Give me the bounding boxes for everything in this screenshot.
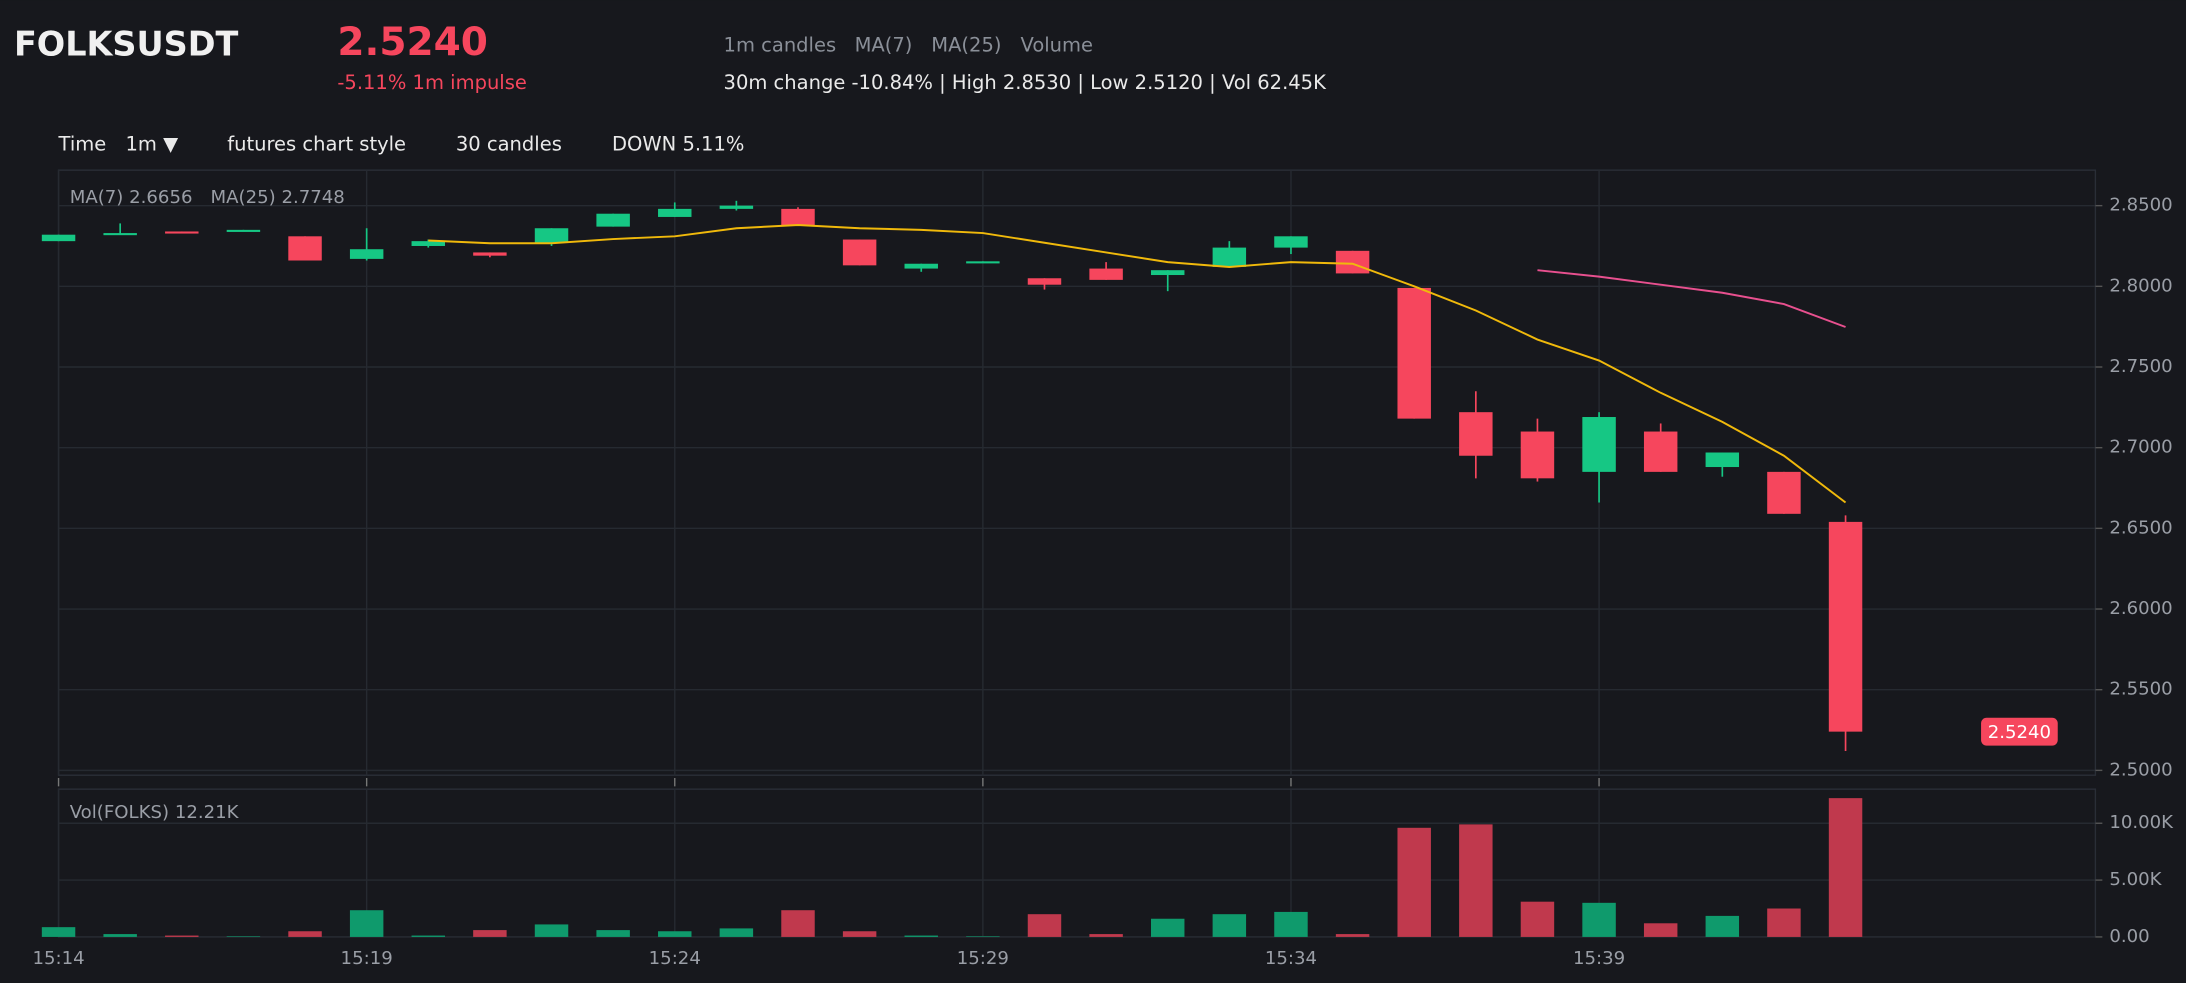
candle-body (1643, 431, 1678, 472)
x-tick-label: 15:24 (649, 948, 701, 969)
y-tick-label: 2.6500 (2109, 517, 2172, 538)
volume-bar (1643, 923, 1678, 937)
volume-bar (781, 910, 815, 937)
legend-item[interactable]: MA(7) (855, 34, 913, 57)
candle-body (1274, 236, 1308, 248)
candle-body (904, 263, 938, 269)
volume-bar (904, 935, 938, 937)
candle-body (781, 208, 815, 226)
y-tick-label: 2.5000 (2109, 759, 2172, 780)
volume-bar (534, 924, 569, 937)
ma7-readout: MA(7) 2.6656 (70, 187, 193, 208)
count-button[interactable]: 30 candles (456, 133, 562, 156)
candle-body (103, 233, 137, 236)
candle-body (1335, 250, 1370, 274)
volume-bar (288, 931, 322, 937)
candle-body (1828, 521, 1863, 732)
y-tick-label: 2.5500 (2109, 679, 2172, 700)
candle-body (226, 229, 261, 232)
toolbar-label: Time (58, 133, 107, 156)
volume-bar (349, 910, 384, 937)
candle-body (658, 208, 692, 217)
volume-bar (1767, 908, 1801, 937)
volume-bar (226, 936, 261, 937)
volume-bar (41, 927, 76, 937)
volume-bar (1089, 934, 1123, 937)
y-tick-label: 10.00K (2109, 812, 2174, 833)
candle-body (41, 234, 76, 242)
candle-body (1459, 412, 1493, 456)
price: 2.5240 (337, 20, 488, 65)
volume-bar (1459, 824, 1493, 937)
volume-bar (1828, 798, 1863, 937)
volume-bar (1150, 918, 1185, 937)
volume-bar (719, 928, 754, 937)
y-tick-label: 2.8500 (2109, 195, 2172, 216)
y-tick-label: 2.7000 (2109, 437, 2172, 458)
volume-bar (165, 935, 199, 937)
candle-body (349, 249, 384, 259)
legend-item[interactable]: Volume (1021, 34, 1094, 57)
candle-body (1212, 247, 1247, 267)
stats: 30m change -10.84% | High 2.8530 | Low 2… (724, 71, 1328, 94)
volume-bar (473, 930, 507, 937)
price-tag: 2.5240 (1988, 722, 2051, 743)
price-tag-bg (1981, 717, 2058, 746)
candle-body (1582, 417, 1616, 472)
candle-body (1027, 278, 1062, 285)
volume-bar (1705, 915, 1740, 937)
candle-body (473, 252, 507, 256)
candle-body (1397, 287, 1431, 419)
ma-line (1537, 269, 1846, 328)
interval-select[interactable]: 1m ▼ (125, 133, 178, 156)
volume-bar (966, 936, 1000, 937)
direction: DOWN 5.11% (612, 133, 744, 156)
candle-body (165, 231, 199, 234)
candle-body (288, 236, 322, 261)
y-tick-label: 2.8000 (2109, 275, 2172, 296)
volume-bar (411, 935, 446, 937)
candle-body (1705, 452, 1740, 468)
legend-item[interactable]: 1m candles (724, 34, 837, 57)
volume-bar (658, 931, 692, 937)
x-tick-label: 15:34 (1265, 948, 1317, 969)
candle-body (411, 241, 446, 246)
ma25-readout: MA(25) 2.7748 (211, 187, 345, 208)
volume-bar (103, 934, 137, 937)
candle-body (1767, 471, 1801, 514)
candle-body (719, 205, 754, 209)
candle-body (596, 213, 630, 227)
y-tick-label: 2.7500 (2109, 356, 2172, 377)
volume-bar (842, 931, 877, 937)
volume-bar (1397, 827, 1431, 937)
x-tick-label: 15:14 (32, 948, 84, 969)
style-button[interactable]: futures chart style (227, 133, 406, 156)
x-tick-label: 15:29 (957, 948, 1009, 969)
x-tick-label: 15:19 (341, 948, 393, 969)
candle-body (1089, 268, 1123, 280)
candle-body (1520, 431, 1555, 479)
volume-bar (596, 930, 630, 937)
x-tick-label: 15:39 (1573, 948, 1625, 969)
volume-bar (1582, 902, 1616, 937)
candle-body (842, 239, 877, 266)
legend-item[interactable]: MA(25) (931, 34, 1001, 57)
y-tick-label: 0.00 (2109, 926, 2149, 947)
candle-body (966, 261, 1000, 264)
change: -5.11% 1m impulse (337, 71, 527, 94)
volume-bar (1274, 911, 1308, 937)
y-tick-label: 5.00K (2109, 869, 2162, 890)
y-tick-label: 2.6000 (2109, 598, 2172, 619)
candle-body (1150, 270, 1185, 276)
candle-body (534, 228, 569, 243)
volume-bar (1520, 901, 1555, 937)
volume-bar (1027, 914, 1062, 937)
volume-bar (1335, 934, 1370, 937)
ma-line (428, 224, 1847, 504)
symbol: FOLKSUSDT (14, 25, 239, 64)
volume-readout: Vol(FOLKS) 12.21K (70, 802, 240, 823)
volume-bar (1212, 914, 1247, 937)
